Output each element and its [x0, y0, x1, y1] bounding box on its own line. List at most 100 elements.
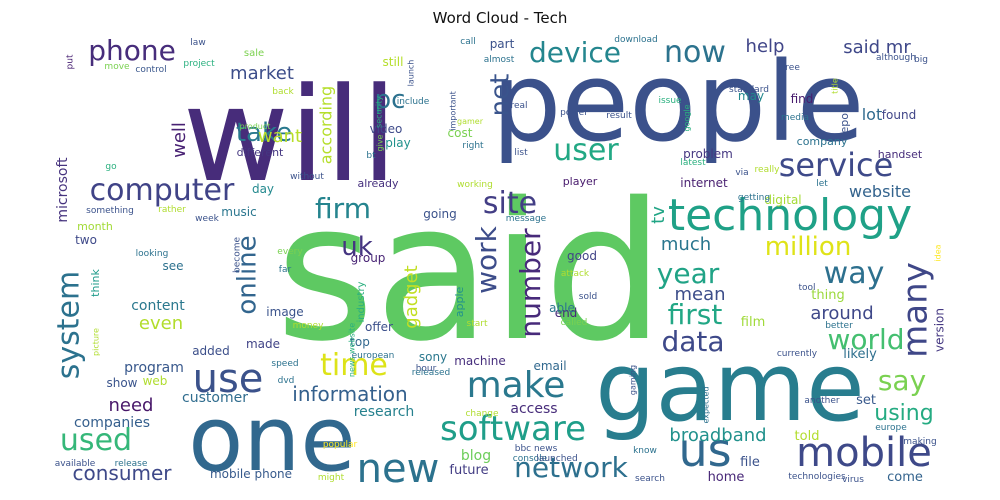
word-include: include [397, 97, 430, 107]
word-problem: problem [683, 147, 733, 161]
word-technology: technology [668, 190, 912, 241]
word-looking: looking [136, 249, 169, 259]
word-said-mr: said mr [843, 37, 911, 58]
word-come: come [887, 470, 923, 485]
word-consumer: consumer [72, 461, 172, 485]
word-give: give [376, 134, 385, 151]
word-product: product [240, 122, 271, 131]
word-year: year [657, 257, 720, 290]
word-law: law [190, 38, 205, 48]
word-offer: offer [365, 320, 393, 334]
word-way: way [824, 256, 885, 291]
word-idea: idea [934, 244, 943, 261]
word-report: report [838, 104, 851, 138]
word-find: find [791, 92, 814, 106]
word-website: website [849, 182, 911, 201]
word-think: think [89, 269, 102, 297]
word-making: making [903, 437, 936, 447]
word-result: result [606, 111, 632, 121]
word-gadget: gadget [401, 265, 422, 328]
word-microsoft: microsoft [55, 157, 71, 223]
word-system: system [52, 271, 87, 379]
word-will: will [183, 59, 398, 211]
word-companies: companies [74, 415, 150, 431]
word-use: use [193, 356, 264, 402]
word-gaming: gaming [629, 365, 638, 395]
word-work: work [470, 225, 503, 294]
word-project: project [183, 59, 215, 69]
word-around: around [810, 303, 873, 324]
word-technologies: technologies [788, 472, 846, 482]
word-without: without [290, 172, 324, 182]
word-information: information [292, 382, 407, 406]
word-europe: europe [875, 423, 907, 433]
word-end: end [555, 306, 578, 320]
word-uk: uk [341, 232, 373, 262]
word-make: make [467, 365, 566, 406]
word-back: back [272, 87, 294, 97]
word-need: need [109, 395, 154, 416]
word-email: email [533, 359, 566, 373]
word-device: device [529, 36, 621, 69]
word-million: million [765, 232, 852, 262]
word-likely: likely [843, 347, 877, 362]
word-start: start [467, 319, 488, 329]
word-told: told [795, 429, 820, 444]
word-cost: cost [448, 126, 473, 140]
word-online: online [233, 235, 263, 314]
word-download: download [614, 35, 658, 45]
word-according: according [317, 86, 336, 164]
word-picture: picture [92, 328, 101, 356]
word-speed: speed [271, 359, 298, 369]
word-let: let [816, 179, 828, 189]
word-time: time [320, 348, 388, 383]
word-money: money [293, 321, 325, 331]
word-released: released [412, 368, 451, 378]
word-people: people [492, 38, 865, 166]
word-virus: virus [842, 475, 864, 485]
word-apple: apple [453, 287, 466, 318]
word-using: using [874, 401, 933, 426]
word-play: play [385, 136, 410, 150]
word-something: something [86, 206, 134, 216]
word-almost: almost [484, 55, 515, 65]
word-security: security [375, 96, 384, 128]
word-even: even [139, 313, 183, 334]
word-game: game [595, 333, 865, 443]
word-search: search [635, 474, 665, 484]
word-web: web [143, 374, 168, 388]
word-world: world [827, 323, 904, 356]
word-lot: lot [862, 105, 883, 124]
word-much: much [661, 234, 711, 255]
word-service: service [779, 146, 894, 184]
word-bbc-news: bbc news [515, 444, 558, 454]
word-image: image [266, 305, 303, 319]
word-attack: attack [561, 269, 590, 279]
word-week: week [195, 214, 219, 224]
word-media: media [781, 113, 809, 123]
word-getting: getting [738, 193, 770, 203]
chart-title: Word Cloud - Tech [432, 9, 568, 27]
word-gamer: gamer [457, 117, 484, 126]
word-via: via [735, 168, 748, 178]
word-mean: mean [674, 284, 725, 305]
word-although: although [876, 53, 916, 63]
word-handset: handset [878, 148, 923, 161]
word-move: move [104, 62, 130, 72]
word-software: software [440, 409, 586, 449]
word-take: take [236, 118, 292, 148]
word-control: control [135, 65, 166, 75]
word-message: message [506, 214, 547, 224]
word-one: one [188, 387, 355, 492]
word-want: want [258, 126, 302, 147]
word-standard: standard [729, 85, 769, 95]
word-popular: popular [323, 440, 358, 450]
word-working: working [457, 180, 493, 190]
word-number: number [514, 228, 547, 338]
word-part: part [490, 37, 515, 51]
word-become: become [233, 237, 243, 273]
word-now: now [664, 35, 726, 70]
word-top: top [350, 335, 370, 349]
word-different: different [237, 146, 284, 159]
